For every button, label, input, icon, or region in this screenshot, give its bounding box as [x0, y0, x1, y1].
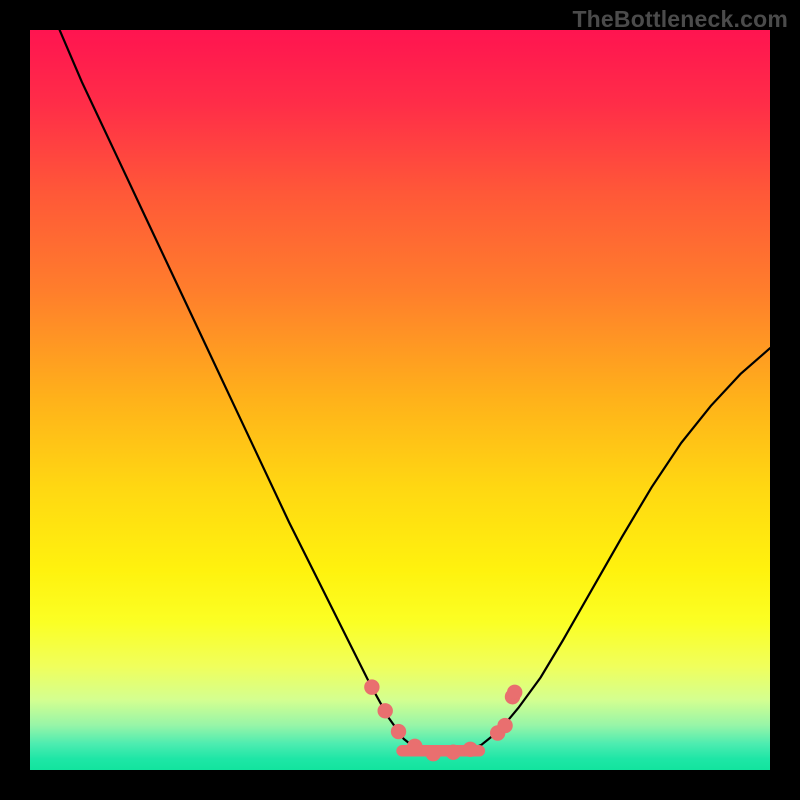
optimal-marker-dot	[446, 745, 460, 759]
watermark-text: TheBottleneck.com	[572, 6, 788, 33]
optimal-marker-dot	[391, 724, 405, 738]
bottleneck-curve-left	[60, 30, 434, 755]
plot-area	[30, 30, 770, 770]
optimal-marker-dot	[498, 718, 512, 732]
optimal-marker-dot	[378, 704, 392, 718]
figure-root: TheBottleneck.com	[0, 0, 800, 800]
optimal-marker-dot	[426, 747, 440, 761]
optimal-range-markers	[365, 680, 522, 761]
optimal-marker-dot	[508, 685, 522, 699]
optimal-marker-dot	[463, 742, 477, 756]
optimal-marker-dot	[365, 680, 379, 694]
optimal-marker-dot	[408, 739, 422, 753]
curve-layer	[30, 30, 770, 770]
bottleneck-curve-right	[433, 348, 770, 755]
